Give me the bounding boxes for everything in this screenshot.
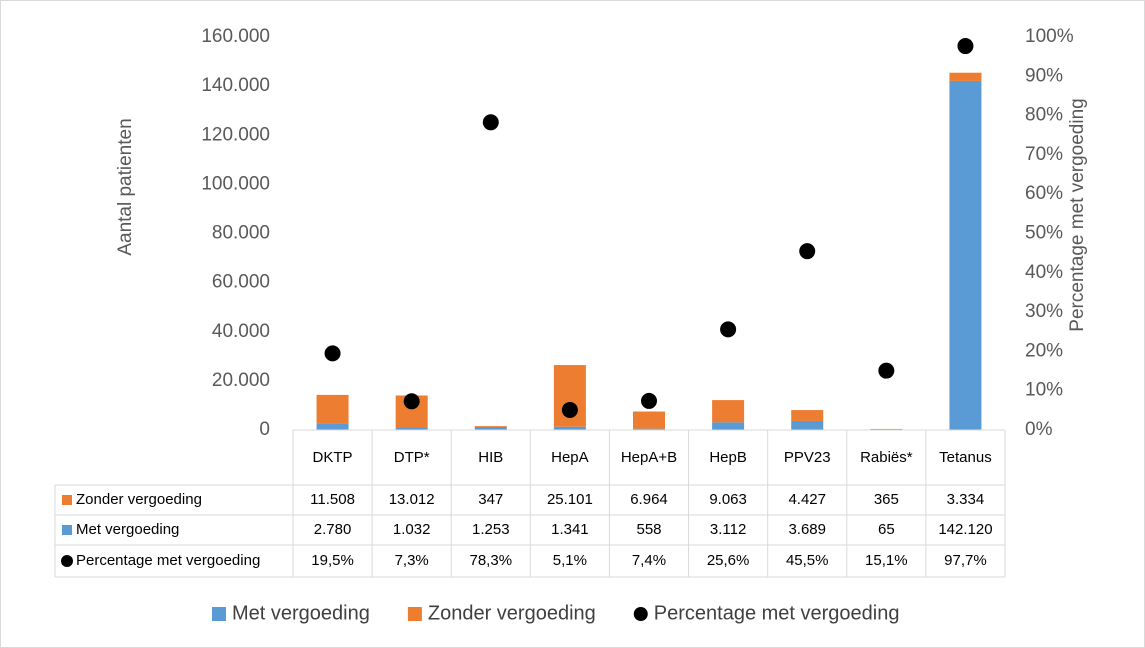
dot bbox=[878, 362, 895, 379]
bar bbox=[474, 426, 507, 427]
table-cell: 11.508 bbox=[310, 491, 355, 508]
dot bbox=[957, 38, 974, 55]
bar bbox=[633, 428, 665, 430]
table-cell: 19,5% bbox=[311, 552, 354, 569]
bar bbox=[949, 72, 982, 81]
table-cell: 3.334 bbox=[947, 491, 985, 508]
y-tick-label: 0 bbox=[259, 419, 270, 440]
y2-tick-label: 100% bbox=[1025, 26, 1074, 47]
table-cell: 78,3% bbox=[470, 552, 513, 569]
table-header: HepB bbox=[709, 449, 747, 466]
y2-tick-label: 50% bbox=[1025, 223, 1063, 244]
bar bbox=[553, 426, 586, 430]
bar bbox=[316, 423, 349, 430]
legend-key bbox=[212, 607, 226, 621]
table-header: HIB bbox=[478, 449, 503, 466]
legend-label: Zonder vergoeding bbox=[428, 602, 596, 624]
table-row-label: Zonder vergoeding bbox=[76, 491, 202, 508]
table-cell: 3.112 bbox=[710, 521, 746, 538]
dot bbox=[799, 243, 816, 260]
table-header: Tetanus bbox=[939, 449, 992, 466]
table-cell: 347 bbox=[478, 491, 503, 508]
table-cell: 15,1% bbox=[865, 552, 908, 569]
y2-tick-label: 0% bbox=[1025, 419, 1053, 440]
bar bbox=[712, 422, 745, 430]
table-legend-key bbox=[62, 525, 72, 535]
bar bbox=[712, 400, 745, 423]
table-cell: 13.012 bbox=[389, 491, 435, 508]
legend-key bbox=[633, 607, 648, 621]
dot bbox=[641, 392, 657, 409]
bar bbox=[949, 80, 982, 430]
dot bbox=[324, 345, 341, 362]
table-header: HepA bbox=[551, 449, 589, 466]
table-cell: 65 bbox=[878, 521, 895, 538]
table-cell: 1.253 bbox=[472, 521, 510, 538]
y-tick-label: 140.000 bbox=[201, 75, 270, 96]
table-cell: 558 bbox=[636, 521, 661, 538]
dot bbox=[561, 401, 578, 418]
table-row-label: Met vergoeding bbox=[76, 521, 179, 538]
table-header: PPV23 bbox=[784, 449, 831, 466]
table-cell: 1.032 bbox=[393, 521, 431, 538]
table-cell: 2.780 bbox=[314, 521, 352, 538]
bar bbox=[395, 427, 428, 430]
table-cell: 97,7% bbox=[944, 552, 987, 569]
y2-tick-label: 10% bbox=[1025, 380, 1063, 401]
y-tick-label: 100.000 bbox=[201, 173, 270, 194]
y-tick-label: 80.000 bbox=[212, 223, 270, 244]
table-cell: 7,3% bbox=[395, 552, 429, 569]
bar bbox=[633, 411, 665, 429]
y2-tick-label: 30% bbox=[1025, 301, 1063, 322]
table-header: Rabiës* bbox=[860, 449, 913, 466]
table-header: DKTP bbox=[313, 449, 353, 466]
dot bbox=[403, 393, 420, 410]
table-cell: 5,1% bbox=[553, 552, 587, 569]
y-axis-title: Aantal patienten bbox=[115, 118, 136, 255]
y2-tick-label: 40% bbox=[1025, 262, 1063, 283]
table-cell: 4.427 bbox=[788, 491, 826, 508]
legend-key bbox=[407, 607, 422, 621]
dot bbox=[482, 114, 499, 131]
y-tick-label: 20.000 bbox=[212, 370, 270, 391]
table-header: DTP* bbox=[394, 449, 430, 466]
table-legend-key bbox=[62, 495, 72, 505]
table-cell: 6.964 bbox=[630, 491, 668, 508]
table-cell: 142.120 bbox=[938, 521, 992, 538]
table-header: HepA+B bbox=[621, 449, 677, 466]
bar bbox=[474, 426, 507, 430]
y-tick-label: 60.000 bbox=[212, 272, 270, 293]
table-row-label: Percentage met vergoeding bbox=[76, 552, 260, 569]
y-tick-label: 160.000 bbox=[201, 26, 270, 47]
legend-label: Met vergoeding bbox=[232, 602, 370, 624]
y-tick-label: 120.000 bbox=[201, 124, 270, 145]
table-cell: 7,4% bbox=[632, 552, 666, 569]
legend-label: Percentage met vergoeding bbox=[654, 602, 900, 624]
y2-tick-label: 60% bbox=[1025, 183, 1063, 204]
bar bbox=[791, 410, 824, 421]
bar bbox=[870, 428, 903, 430]
table-cell: 9.063 bbox=[709, 491, 747, 508]
y2-tick-label: 70% bbox=[1025, 144, 1063, 165]
y2-tick-label: 20% bbox=[1025, 340, 1063, 361]
y2-tick-label: 80% bbox=[1025, 105, 1063, 126]
table-legend-key bbox=[61, 555, 73, 567]
table-cell: 3.689 bbox=[788, 521, 826, 538]
table-cell: 45,5% bbox=[786, 552, 829, 569]
y2-axis-title: Percentage met vergoeding bbox=[1067, 98, 1088, 331]
bar bbox=[791, 420, 824, 430]
table-cell: 25,6% bbox=[707, 552, 750, 569]
table-cell: 1.341 bbox=[551, 521, 589, 538]
y-tick-label: 40.000 bbox=[212, 321, 270, 342]
y2-tick-label: 90% bbox=[1025, 65, 1063, 86]
table-cell: 25.101 bbox=[547, 491, 593, 508]
bar bbox=[316, 394, 349, 424]
table-cell: 365 bbox=[874, 491, 899, 508]
dot bbox=[720, 321, 737, 338]
